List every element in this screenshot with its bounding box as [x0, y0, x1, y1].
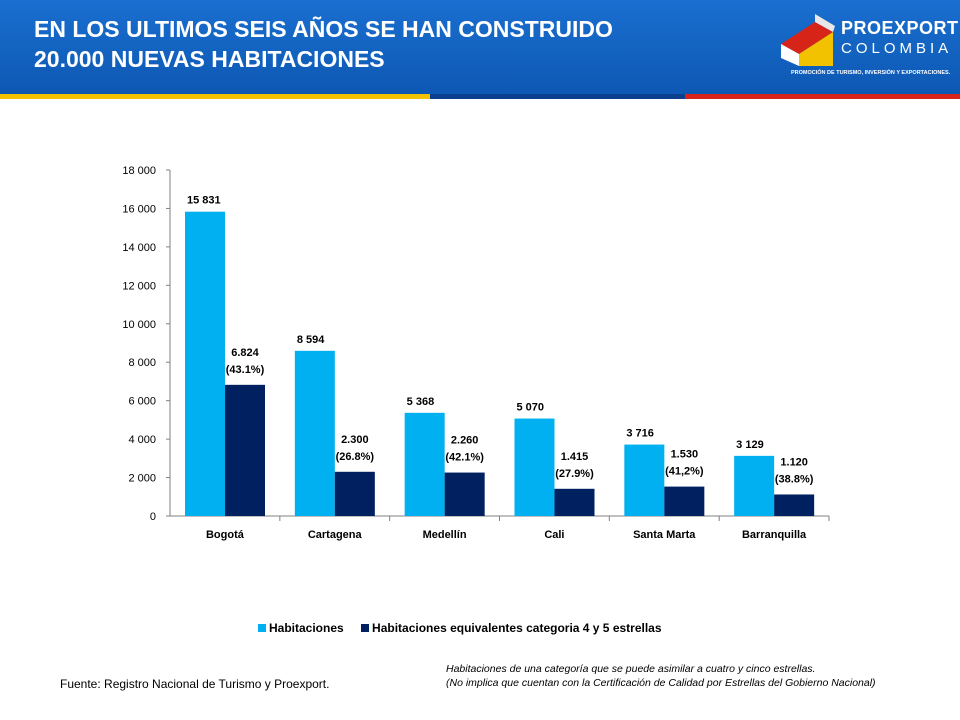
- chart-axes: 0 2 000 4 000 6 000 8 000 10 000 12 000 14 000 1…: [122, 165, 830, 523]
- data-label-percent: (38.8%): [775, 473, 814, 485]
- data-label-equivalentes: 1.415: [561, 451, 589, 463]
- x-category-label: Cali: [544, 529, 564, 541]
- y-tick-label: 16 000: [122, 203, 156, 215]
- page-title: EN LOS ULTIMOS SEIS AÑOS SE HAN CONSTRUI…: [34, 14, 734, 74]
- data-label-habitaciones: 5 070: [517, 402, 545, 414]
- x-category-label: Cartagena: [308, 529, 363, 541]
- y-tick-label: 8 000: [128, 357, 156, 369]
- bar-habitaciones: [624, 444, 665, 516]
- data-label-percent: (41,2%): [665, 466, 704, 478]
- data-label-equivalentes: 6.824: [231, 347, 259, 359]
- bar-equivalentes: [664, 486, 705, 516]
- data-label-habitaciones: 3 716: [626, 428, 654, 440]
- data-label-habitaciones: 8 594: [297, 334, 325, 346]
- page-title-line2: 20.000 NUEVAS HABITACIONES: [34, 46, 385, 72]
- data-label-percent: (26.8%): [336, 451, 375, 463]
- page-title-line1: EN LOS ULTIMOS SEIS AÑOS SE HAN CONSTRUI…: [34, 16, 613, 42]
- data-label-habitaciones: 5 368: [407, 396, 435, 408]
- bar-habitaciones: [294, 350, 335, 516]
- x-category-label: Bogotá: [206, 529, 245, 541]
- legend-label-habitaciones: Habitaciones: [269, 621, 344, 635]
- bar-habitaciones: [514, 418, 555, 516]
- data-label-equivalentes: 1.530: [671, 449, 699, 461]
- chart-labels: Bogotá 15 831 6.824 (43.1%) Cartagena 8 594 2.…: [187, 195, 814, 541]
- x-category-label: Medellín: [423, 529, 467, 541]
- legend-item-habitaciones: Habitaciones: [258, 621, 344, 635]
- legend-label-equivalentes: Habitaciones equivalentes categoria 4 y …: [372, 621, 662, 635]
- bar-habitaciones: [185, 211, 225, 516]
- y-tick-label: 4 000: [128, 434, 156, 446]
- data-label-equivalentes: 2.300: [341, 434, 369, 446]
- logo-word-proexport: PROEXPORT: [841, 18, 959, 38]
- bar-equivalentes: [444, 472, 485, 516]
- bar-habitaciones: [404, 412, 445, 516]
- data-label-equivalentes: 2.260: [451, 435, 479, 447]
- y-tick-label: 10 000: [122, 319, 156, 331]
- data-label-equivalentes: 1.120: [780, 456, 808, 468]
- y-tick-label: 0: [150, 511, 156, 523]
- bar-equivalentes: [334, 471, 375, 516]
- legend-swatch-equivalentes: [361, 624, 370, 632]
- legend-item-equivalentes: Habitaciones equivalentes categoria 4 y …: [361, 621, 662, 635]
- stripe-blue: [430, 94, 685, 99]
- y-tick-label: 6 000: [128, 396, 156, 408]
- note-line1: Habitaciones de una categoría que se pue…: [446, 663, 816, 675]
- data-label-percent: (43.1%): [226, 364, 265, 376]
- bar-chart: 0 2 000 4 000 6 000 8 000 10 000 12 000 14 000 1…: [122, 165, 830, 541]
- bar-equivalentes: [225, 384, 265, 516]
- data-label-percent: (42.1%): [445, 452, 484, 464]
- source-footnote: Fuente: Registro Nacional de Turismo y P…: [60, 677, 330, 691]
- note-footnote: Habitaciones de una categoría que se pue…: [446, 662, 876, 690]
- proexport-logo: PROEXPORT COLOMBIA PROMOCIÓN DE TURISMO,…: [775, 14, 958, 80]
- bar-equivalentes: [554, 488, 595, 516]
- chart-bars: [185, 211, 815, 516]
- y-tick-label: 2 000: [128, 473, 156, 485]
- data-label-habitaciones: 3 129: [736, 439, 764, 451]
- y-tick-label: 14 000: [122, 242, 156, 254]
- y-tick-label: 12 000: [122, 280, 156, 292]
- legend-swatch-habitaciones: [258, 624, 266, 632]
- note-line2: (No implica que cuentan con la Certifica…: [446, 677, 876, 689]
- header-banner: EN LOS ULTIMOS SEIS AÑOS SE HAN CONSTRUI…: [0, 0, 960, 94]
- bar-equivalentes: [774, 494, 815, 516]
- data-label-percent: (27.9%): [555, 468, 594, 480]
- x-category-label: Barranquilla: [742, 529, 807, 541]
- stripe-red: [685, 94, 960, 99]
- logo-tagline: PROMOCIÓN DE TURISMO, INVERSIÓN Y EXPORT…: [791, 70, 951, 76]
- chart-legend: Habitaciones Habitaciones equivalentes c…: [258, 621, 676, 635]
- data-label-habitaciones: 15 831: [187, 195, 221, 207]
- x-category-label: Santa Marta: [633, 529, 696, 541]
- y-tick-label: 18 000: [122, 165, 156, 177]
- bar-habitaciones: [734, 455, 775, 516]
- stripe-yellow: [0, 94, 430, 99]
- logo-word-colombia: COLOMBIA: [841, 40, 953, 57]
- logo-house-icon: [781, 14, 835, 66]
